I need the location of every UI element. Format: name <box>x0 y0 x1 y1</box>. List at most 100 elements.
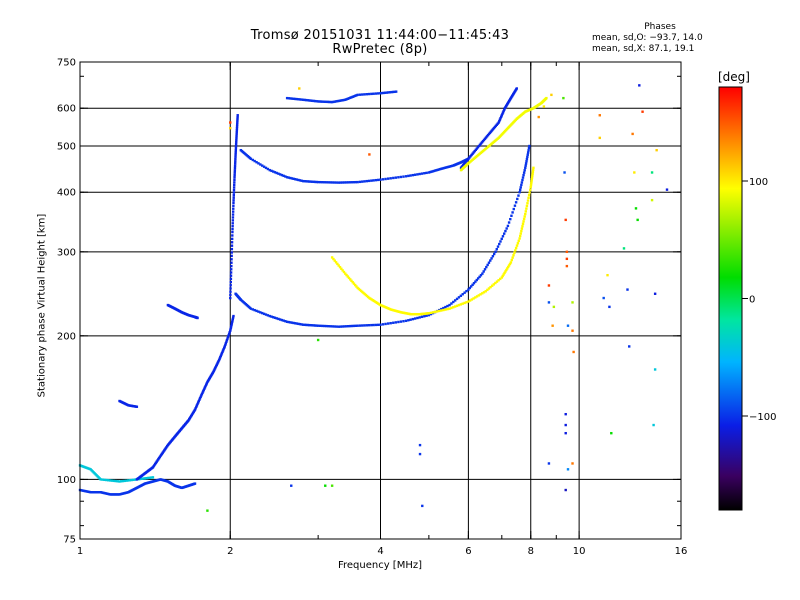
echo-point <box>315 180 318 184</box>
echo-point <box>355 285 358 288</box>
echo-point <box>121 479 125 483</box>
echo-point <box>230 237 234 241</box>
echo-point <box>367 179 371 183</box>
echo-point <box>219 356 222 359</box>
echo-point <box>333 181 336 184</box>
echo-point <box>626 288 629 291</box>
echo-point <box>293 97 297 101</box>
echo-point <box>636 218 639 222</box>
echo-point <box>235 128 239 132</box>
echo-point <box>498 118 502 121</box>
echo-point <box>331 325 334 328</box>
echo-point <box>386 177 390 180</box>
echo-point <box>292 97 295 100</box>
echo-point <box>501 112 504 116</box>
echo-point <box>231 219 235 222</box>
echo-point <box>472 151 475 154</box>
echo-point <box>356 180 359 184</box>
echo-point <box>565 264 569 268</box>
echo-point <box>374 178 378 182</box>
echo-point <box>474 296 477 299</box>
echo-point <box>525 160 528 163</box>
echo-point <box>112 479 116 483</box>
echo-point <box>372 92 375 95</box>
echo-point <box>563 171 566 174</box>
echo-point <box>518 234 522 238</box>
echo-point <box>365 93 368 96</box>
echo-point <box>275 317 278 320</box>
colorbar-unit-label: [deg] <box>718 70 750 84</box>
echo-point <box>341 181 344 184</box>
echo-point <box>229 274 233 277</box>
echo-point <box>101 478 104 481</box>
echo-point <box>229 287 232 290</box>
echo-point <box>416 173 419 176</box>
echo-point <box>346 97 349 100</box>
echo-point <box>262 165 266 168</box>
echo-point <box>526 151 530 154</box>
echo-point <box>363 324 366 327</box>
echo-point <box>290 484 293 487</box>
echo-point <box>114 479 117 483</box>
echo-point <box>351 95 354 99</box>
echo-point <box>287 320 290 324</box>
echo-point <box>495 280 499 283</box>
echo-point <box>233 173 236 177</box>
x-tick-label: 6 <box>465 546 471 557</box>
echo-point <box>200 392 204 396</box>
echo-point <box>463 301 466 305</box>
echo-point <box>506 267 509 270</box>
echo-point <box>312 99 315 103</box>
echo-point <box>280 318 284 322</box>
echo-point <box>518 191 521 194</box>
echo-point <box>370 92 373 96</box>
echo-point <box>498 119 501 123</box>
echo-point <box>418 316 421 319</box>
echo-point <box>229 277 233 281</box>
echo-point <box>650 198 654 202</box>
echo-point <box>489 259 492 262</box>
echo-point <box>259 311 262 314</box>
echo-point <box>297 178 300 182</box>
echo-point <box>511 256 514 259</box>
echo-point <box>229 290 232 293</box>
echo-point <box>282 319 285 322</box>
echo-point <box>431 311 435 314</box>
x-tick-label: 16 <box>675 546 688 557</box>
echo-point <box>229 284 232 287</box>
echo-point <box>431 170 434 173</box>
echo-point <box>628 345 631 348</box>
echo-point <box>481 139 485 143</box>
echo-point <box>229 296 232 300</box>
echo-point <box>491 254 495 258</box>
echo-point <box>490 284 494 287</box>
echo-point <box>440 307 443 311</box>
echo-point <box>411 173 415 177</box>
echo-point <box>273 316 277 319</box>
echo-point <box>421 504 424 508</box>
echo-point <box>386 322 390 325</box>
echo-point <box>382 91 385 95</box>
echo-point <box>527 196 530 200</box>
echo-point <box>321 324 324 328</box>
echo-point <box>531 174 534 177</box>
echo-point <box>353 94 357 98</box>
echo-point <box>468 286 471 290</box>
echo-point <box>338 265 342 269</box>
echo-point <box>231 216 235 219</box>
echo-point <box>524 166 527 170</box>
echo-point <box>653 292 657 295</box>
echo-point <box>287 176 290 179</box>
echo-point <box>332 100 335 104</box>
echo-point <box>500 114 503 117</box>
echo-point <box>313 324 317 327</box>
echo-point <box>233 169 237 172</box>
echo-point <box>502 273 505 276</box>
echo-point <box>521 225 524 228</box>
echo-point <box>197 399 200 403</box>
echo-point <box>504 229 507 233</box>
echo-point <box>402 320 405 323</box>
echo-point <box>108 479 112 482</box>
echo-point <box>565 250 569 254</box>
echo-point <box>105 478 108 482</box>
